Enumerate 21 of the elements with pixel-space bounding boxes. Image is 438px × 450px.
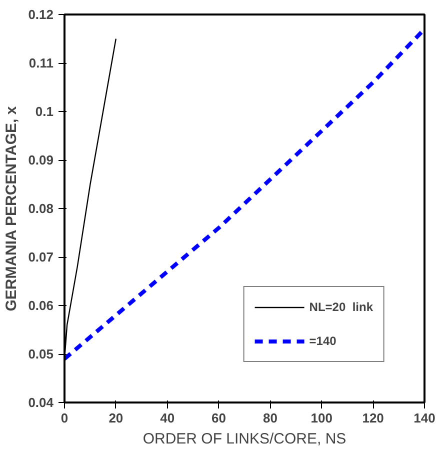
y-tick-label: 0.1: [35, 104, 54, 119]
legend-label: =140: [309, 334, 336, 348]
y-tick-label: 0.06: [28, 298, 54, 313]
x-tick-label: 60: [212, 410, 226, 426]
x-tick-label: 120: [362, 410, 384, 426]
x-tick-label: 100: [310, 410, 332, 426]
y-tick-label: 0.11: [28, 56, 54, 70]
x-tick-label: 140: [414, 410, 436, 426]
y-tick-label: 0.04: [28, 395, 54, 410]
legend-label: NL=20 link: [309, 300, 373, 314]
y-tick-label: 0.08: [28, 201, 54, 216]
y-tick-label: 0.07: [28, 250, 54, 264]
x-tick-label: 20: [108, 410, 124, 426]
x-tick-label: 40: [160, 410, 175, 426]
y-tick-label: 0.05: [28, 346, 54, 362]
y-tick-label: 0.12: [28, 7, 54, 22]
x-tick-label: 0: [60, 410, 68, 426]
y-axis-title: GERMANIA PERCENTAGE, x: [3, 106, 20, 312]
y-tick-label: 0.09: [28, 152, 54, 168]
x-tick-label: 80: [262, 410, 278, 426]
x-axis-title: ORDER OF LINKS/CORE, NS: [142, 430, 346, 448]
